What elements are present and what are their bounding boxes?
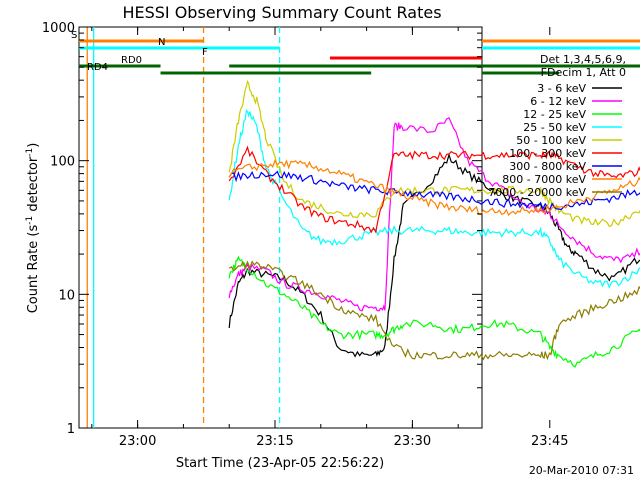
series-line xyxy=(228,255,640,368)
flag-label: S xyxy=(71,30,77,41)
flag-label: RD4 xyxy=(87,62,108,73)
x-tick-label: 23:00 xyxy=(119,434,156,449)
legend-label: 6 - 12 keV xyxy=(530,95,586,108)
legend-label: 50 - 100 keV xyxy=(516,134,586,147)
legend-header: Det 1,3,4,5,6,9, xyxy=(540,53,626,66)
y-tick-label: 10 xyxy=(58,288,75,303)
series-line xyxy=(228,159,640,217)
series-line xyxy=(228,117,640,312)
y-axis-label: Count Rate (s-1 detector-1) xyxy=(25,143,41,314)
x-tick-label: 23:30 xyxy=(394,434,431,449)
flag-bars: S N F RD0 RD4 xyxy=(71,30,640,75)
series-group xyxy=(228,80,640,368)
axis-ticks: 23:0023:1523:3023:4500:0000:1500:3011010… xyxy=(42,21,569,449)
y-tick-label: 100 xyxy=(50,155,75,170)
legend-header: FDecim 1, Att 0 xyxy=(541,66,626,79)
series-line xyxy=(228,152,640,358)
flag-label: F xyxy=(202,47,208,58)
legend-label: 25 - 50 keV xyxy=(523,121,586,134)
x-axis-label: Start Time (23-Apr-05 22:56:22) xyxy=(176,456,384,471)
legend-label: 3 - 6 keV xyxy=(537,82,586,95)
legend-label: 300 - 800 keV xyxy=(509,160,586,173)
flag-label: N xyxy=(158,37,165,48)
series-line xyxy=(228,260,640,361)
chart-title: HESSI Observing Summary Count Rates xyxy=(122,3,441,22)
footer-date: 20-Mar-2010 07:31 xyxy=(529,464,634,477)
y-tick-label: 1 xyxy=(67,422,75,437)
series-line xyxy=(228,170,640,211)
legend: Det 1,3,4,5,6,9,FDecim 1, Att 0 3 - 6 keV… xyxy=(488,53,626,199)
series-line xyxy=(228,80,640,228)
legend-label: 7000 - 20000 keV xyxy=(488,186,586,199)
x-tick-label: 23:15 xyxy=(256,434,293,449)
series-line xyxy=(228,108,640,289)
flag-label: RD0 xyxy=(121,55,142,66)
legend-label: 800 - 7000 keV xyxy=(502,173,586,186)
instrument-state-lines xyxy=(86,27,281,428)
legend-label: 12 - 25 keV xyxy=(523,108,586,121)
legend-label: 100 - 300 keV xyxy=(509,147,586,160)
x-tick-label: 23:45 xyxy=(531,434,568,449)
series-line xyxy=(228,145,640,234)
plot-frame xyxy=(78,26,483,429)
y-tick-label: 1000 xyxy=(42,21,75,36)
